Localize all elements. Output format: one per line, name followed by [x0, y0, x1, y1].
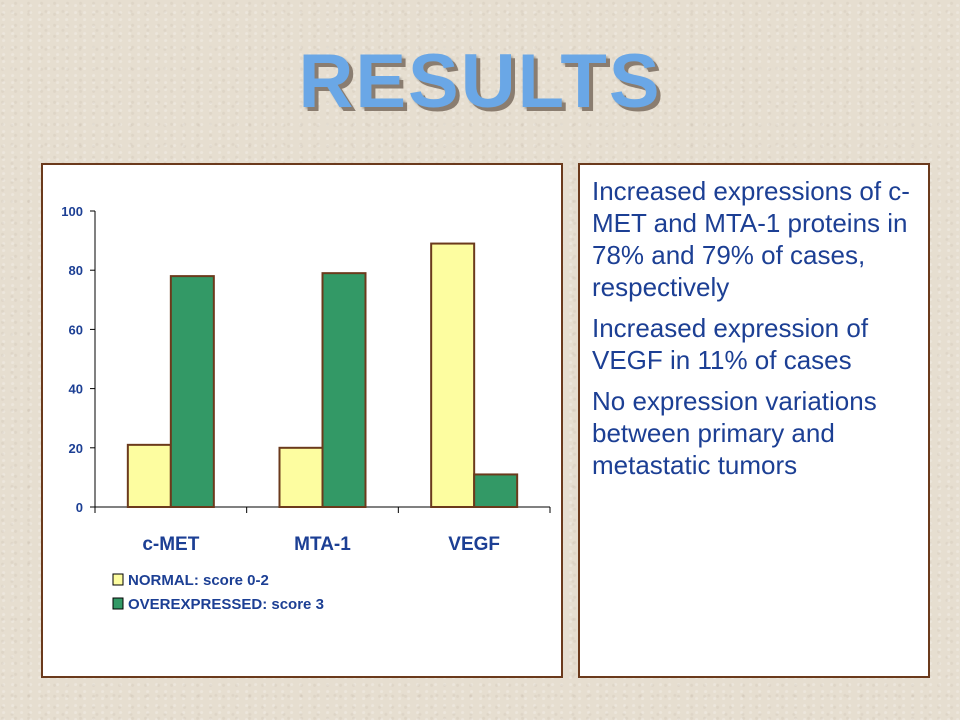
legend-swatch-series-1 — [112, 573, 124, 586]
chart-panel: 0 20 40 60 80 100 c-MET MTA-1 VEGF NORMAL: score … — [41, 163, 563, 678]
bar-c-met-series-1 — [126, 443, 172, 508]
y-tick-label: 100 — [61, 204, 83, 219]
legend-swatch-series-2 — [112, 597, 124, 610]
x-category-label: MTA-1 — [294, 534, 351, 555]
bar-mta-1-series-2 — [321, 272, 367, 508]
x-category-label: VEGF — [448, 534, 500, 555]
finding-2: Increased expression of VEGF in 11% of c… — [592, 313, 869, 375]
bar-c-met-series-2 — [169, 275, 215, 509]
finding-3: No expression variations between primary… — [592, 386, 877, 480]
bar-vegf-series-2 — [473, 473, 519, 509]
y-tick-label: 80 — [69, 263, 83, 278]
bar-chart: 0 20 40 60 80 100 c-MET MTA-1 VEGF NORMAL: score … — [61, 204, 551, 613]
legend-label-series-2: OVEREXPRESSED: score 3 — [128, 596, 324, 613]
bar-vegf-series-1 — [430, 242, 476, 508]
finding-1: Increased expressions of c-MET and MTA-1… — [592, 176, 910, 302]
y-tick-label: 0 — [76, 500, 83, 515]
slide-title: RESULTS — [298, 39, 662, 124]
y-tick-label: 40 — [69, 382, 83, 397]
x-category-label: c-MET — [142, 534, 199, 555]
y-tick-label: 60 — [69, 322, 83, 337]
bar-mta-1-series-1 — [278, 446, 324, 508]
findings-panel: Increased expressions of c-MET and MTA-1… — [578, 163, 930, 678]
y-tick-label: 20 — [69, 441, 83, 456]
legend-label-series-1: NORMAL: score 0-2 — [128, 572, 269, 589]
